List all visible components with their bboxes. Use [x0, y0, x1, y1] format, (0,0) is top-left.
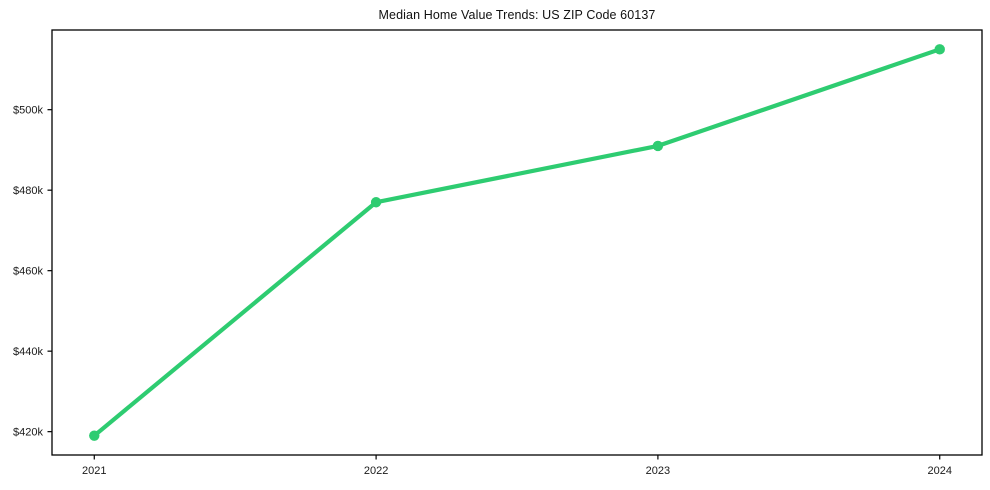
y-axis-tick-label: $440k [13, 346, 43, 358]
y-axis-tick-label: $460k [13, 266, 43, 278]
x-axis-tick-label: 2021 [82, 465, 106, 477]
data-point [934, 44, 945, 55]
y-axis-tick-label: $500k [13, 105, 43, 117]
x-axis-tick-label: 2024 [927, 465, 951, 477]
x-axis-tick-label: 2023 [646, 465, 670, 477]
chart-title: Median Home Value Trends: US ZIP Code 60… [378, 8, 656, 22]
data-point [652, 140, 664, 152]
y-axis-tick-label: $480k [13, 185, 43, 197]
data-point [370, 197, 382, 208]
y-axis-tick-label: $420k [13, 427, 43, 439]
data-point [89, 430, 100, 441]
plot-frame [51, 29, 983, 456]
x-axis-tick-label: 2022 [364, 465, 388, 477]
trend-line [92, 47, 942, 438]
